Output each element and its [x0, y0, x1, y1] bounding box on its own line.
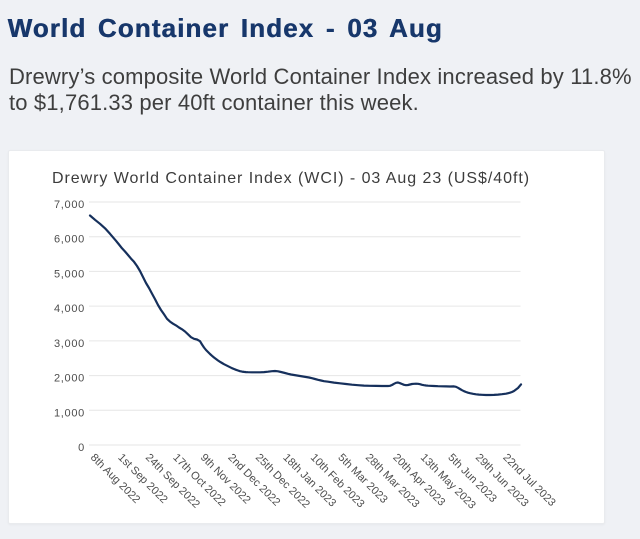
svg-text:Drewry World Container Index (: Drewry World Container Index (WCI) - 03 …: [52, 170, 530, 187]
svg-text:2,000: 2,000: [54, 373, 85, 385]
svg-text:6,000: 6,000: [54, 234, 85, 246]
svg-text:1,000: 1,000: [54, 407, 85, 419]
svg-text:0: 0: [78, 442, 85, 454]
svg-text:5,000: 5,000: [54, 268, 85, 280]
svg-text:7,000: 7,000: [54, 199, 85, 211]
svg-text:4,000: 4,000: [54, 303, 85, 315]
svg-text:3,000: 3,000: [54, 338, 85, 350]
